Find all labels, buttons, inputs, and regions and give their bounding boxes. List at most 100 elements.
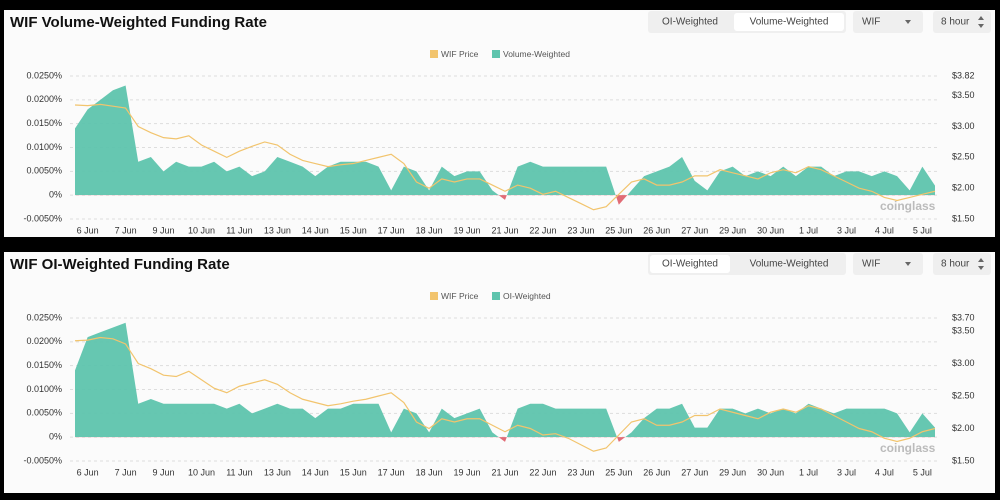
x-tick-label: 30 Jun (757, 225, 784, 235)
funding-area (75, 322, 935, 442)
price-line (74, 336, 936, 452)
tab[interactable]: OI-Weighted (662, 17, 718, 28)
y-tick-label: -0.0050% (23, 213, 62, 223)
x-tick-label: 13 Jun (264, 225, 291, 235)
panel (4, 252, 995, 493)
y-tick-label: -0.0050% (23, 455, 62, 465)
interval-select[interactable] (933, 253, 991, 275)
y2-tick-label: $2.00 (952, 423, 975, 433)
y2-tick-label: $2.50 (952, 152, 975, 162)
spin-arrows (978, 16, 984, 28)
tab-active (734, 13, 844, 31)
x-tick-label: 1 Jul (799, 467, 818, 477)
tab[interactable]: Volume-Weighted (750, 259, 829, 270)
x-tick-label: 6 Jun (77, 225, 99, 235)
y2-tick-label: $1.50 (952, 213, 975, 223)
y2-tick-label: $3.00 (952, 358, 975, 368)
interval: 8 hour (941, 17, 970, 28)
y-tick-label: 0.0150% (26, 118, 62, 128)
y-tick-label: 0.0200% (26, 94, 62, 104)
panel (4, 10, 995, 237)
x-tick-label: 14 Jun (302, 225, 329, 235)
y-tick-label: 0.0100% (26, 384, 62, 394)
y-tick-label: 0.0250% (26, 70, 62, 80)
x-tick-label: 17 Jun (378, 467, 405, 477)
chart-title: WIF OI-Weighted Funding Rate (10, 256, 230, 273)
y2-tick-label: $3.50 (952, 90, 975, 100)
x-tick-label: 10 Jun (188, 467, 215, 477)
x-tick-label: 7 Jun (115, 467, 137, 477)
x-tick-label: 1 Jul (799, 225, 818, 235)
x-tick-label: 10 Jun (188, 225, 215, 235)
funding-area (75, 85, 935, 205)
legend-label: Volume-Weighted (503, 49, 570, 59)
x-tick-label: 5 Jul (913, 225, 932, 235)
x-tick-label: 29 Jun (719, 467, 746, 477)
symbol-select[interactable] (853, 253, 923, 275)
legend-swatch (430, 292, 438, 300)
y-tick-label: 0.0200% (26, 336, 62, 346)
legend-swatch (430, 50, 438, 58)
x-tick-label: 18 Jun (416, 467, 443, 477)
y2-tick-label: $3.82 (952, 70, 975, 80)
legend-swatch (492, 292, 500, 300)
x-tick-label: 19 Jun (454, 225, 481, 235)
interval: 8 hour (941, 259, 970, 270)
x-tick-label: 25 Jun (605, 225, 632, 235)
symbol-select[interactable] (853, 11, 923, 33)
y2-tick-label: $1.50 (952, 455, 975, 465)
x-tick-label: 15 Jun (340, 467, 367, 477)
x-tick-label: 15 Jun (340, 225, 367, 235)
y-tick-label: 0% (49, 432, 62, 442)
x-tick-label: 11 Jun (226, 225, 252, 235)
x-tick-label: 23 Jun (567, 467, 594, 477)
tab-active (650, 255, 730, 273)
y2-tick-label: $3.70 (952, 312, 975, 322)
legend-label: WIF Price (441, 291, 479, 301)
x-tick-label: 21 Jun (491, 467, 518, 477)
interval-select[interactable] (933, 11, 991, 33)
x-tick-label: 27 Jun (681, 467, 708, 477)
price-line (74, 103, 936, 211)
symbol: WIF (862, 259, 880, 270)
y-tick-label: 0.0150% (26, 360, 62, 370)
y2-tick-label: $3.00 (952, 121, 975, 131)
x-tick-label: 5 Jul (913, 467, 932, 477)
x-tick-label: 3 Jul (837, 225, 856, 235)
chart-title: WIF Volume-Weighted Funding Rate (10, 14, 267, 31)
symbol: WIF (862, 17, 880, 28)
x-tick-label: 29 Jun (719, 225, 746, 235)
dropdown-arrow (905, 20, 911, 24)
dropdown-arrow (905, 262, 911, 266)
x-tick-label: 22 Jun (529, 467, 556, 477)
x-tick-label: 17 Jun (378, 225, 405, 235)
x-tick-label: 4 Jul (875, 225, 894, 235)
y-tick-label: 0.0250% (26, 312, 62, 322)
y-tick-label: 0.0100% (26, 142, 62, 152)
tab[interactable]: Volume-Weighted (750, 17, 829, 28)
x-tick-label: 19 Jun (454, 467, 481, 477)
legend-swatch (492, 50, 500, 58)
legend-label: OI-Weighted (503, 291, 551, 301)
x-tick-label: 9 Jun (153, 225, 175, 235)
spin-arrows (978, 258, 984, 270)
tab[interactable]: OI-Weighted (662, 259, 718, 270)
x-tick-label: 23 Jun (567, 225, 594, 235)
x-tick-label: 25 Jun (605, 467, 632, 477)
x-tick-label: 14 Jun (302, 467, 329, 477)
x-tick-label: 4 Jul (875, 467, 894, 477)
y2-tick-label: $2.50 (952, 390, 975, 400)
x-tick-label: 7 Jun (115, 225, 137, 235)
x-tick-label: 26 Jun (643, 225, 670, 235)
x-tick-label: 11 Jun (226, 467, 252, 477)
x-tick-label: 26 Jun (643, 467, 670, 477)
x-tick-label: 18 Jun (416, 225, 443, 235)
y-tick-label: 0.0050% (26, 408, 62, 418)
y-tick-label: 0% (49, 190, 62, 200)
x-tick-label: 6 Jun (77, 467, 99, 477)
watermark: coinglass (880, 441, 936, 455)
x-tick-label: 3 Jul (837, 467, 856, 477)
watermark: coinglass (880, 199, 936, 213)
y-tick-label: 0.0050% (26, 166, 62, 176)
